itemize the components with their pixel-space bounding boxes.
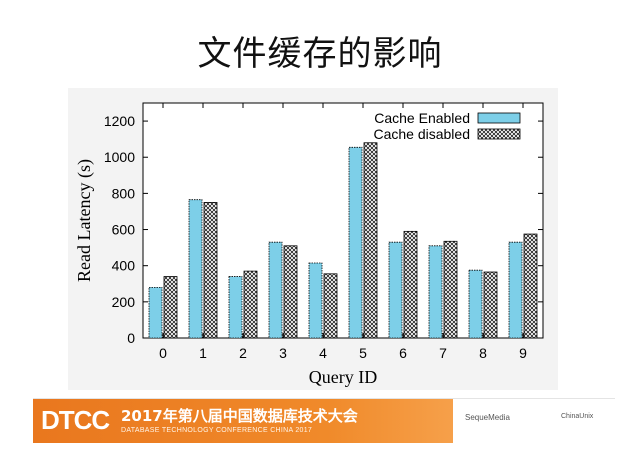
sponsor-sequemedia: SequeMedia bbox=[465, 413, 510, 422]
bar-cache-disabled-q6 bbox=[403, 230, 418, 339]
bar-cache-disabled-q3 bbox=[283, 245, 298, 339]
x-tick-label: 0 bbox=[159, 345, 167, 361]
y-tick-label: 0 bbox=[127, 330, 135, 346]
legend-swatch-cache-enabled bbox=[477, 112, 521, 124]
y-tick-label: 1000 bbox=[104, 149, 135, 165]
legend: Cache Enabled Cache disabled bbox=[373, 110, 521, 142]
x-tick-label: 1 bbox=[199, 345, 207, 361]
bar-cache-enabled-q3 bbox=[268, 241, 283, 339]
sponsor-chinaunix: ChinaUnix bbox=[561, 413, 594, 420]
y-tick-label: 600 bbox=[112, 222, 136, 238]
bar-cache-enabled-q6 bbox=[388, 241, 403, 339]
bar-cache-disabled-q9 bbox=[523, 233, 538, 339]
bar-cache-enabled-q4 bbox=[308, 262, 323, 339]
bar-cache-disabled-q0 bbox=[163, 276, 178, 339]
x-tick-label: 9 bbox=[519, 345, 527, 361]
x-tick-label: 5 bbox=[359, 345, 367, 361]
bars-group bbox=[148, 142, 538, 339]
bar-cache-enabled-q7 bbox=[428, 245, 443, 339]
bar-cache-disabled-q7 bbox=[443, 240, 458, 339]
y-tick-label: 400 bbox=[112, 258, 136, 274]
footer-banner: DTCC 2017年第八届中国数据库技术大会 DATABASE TECHNOLO… bbox=[33, 399, 453, 443]
bar-cache-disabled-q1 bbox=[203, 202, 218, 339]
bar-cache-enabled-q1 bbox=[188, 199, 203, 339]
bar-cache-enabled-q2 bbox=[228, 276, 243, 339]
conference-name: 2017年第八届中国数据库技术大会 bbox=[121, 407, 358, 425]
conference-footer: DTCC 2017年第八届中国数据库技术大会 DATABASE TECHNOLO… bbox=[33, 398, 615, 443]
y-tick-label: 1200 bbox=[104, 113, 135, 129]
legend-swatch-cache-disabled bbox=[477, 128, 521, 140]
x-tick-label: 8 bbox=[479, 345, 487, 361]
y-tick-label: 200 bbox=[112, 294, 136, 310]
y-tick-label: 800 bbox=[112, 185, 136, 201]
x-axis-ticks: 0 1 2 3 4 5 6 7 8 9 bbox=[159, 103, 527, 361]
bar-cache-enabled-q9 bbox=[508, 241, 523, 339]
x-tick-label: 6 bbox=[399, 345, 407, 361]
x-axis-title: Query ID bbox=[309, 367, 377, 387]
legend-label-cache-disabled: Cache disabled bbox=[373, 126, 470, 142]
bar-cache-enabled-q0 bbox=[148, 286, 163, 339]
dtcc-logo: DTCC bbox=[41, 405, 110, 435]
slide-title: 文件缓存的影响 bbox=[197, 34, 443, 74]
bar-cache-disabled-q2 bbox=[243, 270, 258, 339]
bar-chart: 0 200 400 600 800 1000 1200 0 1 2 3 4 5 6 7 8 9 Cache E… bbox=[74, 102, 544, 387]
bar-cache-enabled-q5 bbox=[348, 146, 363, 339]
bar-cache-disabled-q4 bbox=[323, 273, 338, 339]
x-tick-label: 7 bbox=[439, 345, 447, 361]
bar-cache-enabled-q8 bbox=[468, 269, 483, 339]
y-axis-title: Read Latency (s) bbox=[74, 159, 95, 282]
x-tick-label: 2 bbox=[239, 345, 247, 361]
conference-subtitle: DATABASE TECHNOLOGY CONFERENCE CHINA 201… bbox=[121, 427, 313, 434]
x-tick-label: 3 bbox=[279, 345, 287, 361]
bar-cache-disabled-q8 bbox=[483, 271, 498, 339]
legend-label-cache-enabled: Cache Enabled bbox=[374, 110, 470, 126]
x-tick-label: 4 bbox=[319, 345, 327, 361]
y-axis-ticks: 0 200 400 600 800 1000 1200 bbox=[104, 113, 543, 346]
bar-cache-disabled-q5 bbox=[363, 142, 378, 339]
chart-panel: 0 200 400 600 800 1000 1200 0 1 2 3 4 5 6 7 8 9 Cache E… bbox=[68, 88, 558, 390]
